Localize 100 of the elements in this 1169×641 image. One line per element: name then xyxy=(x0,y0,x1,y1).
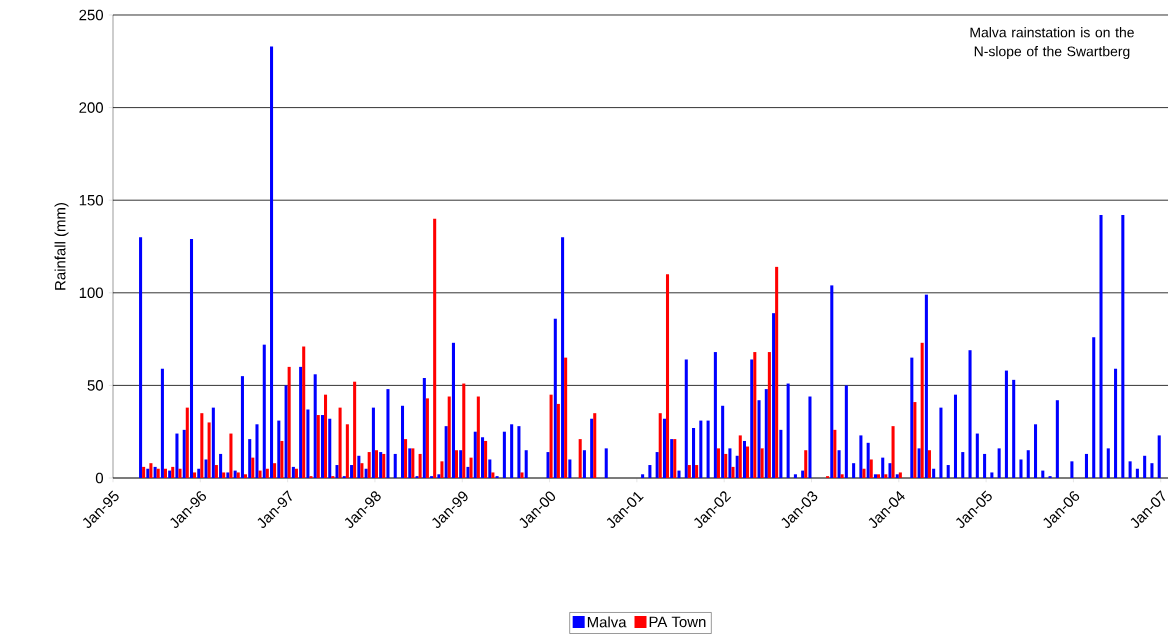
bar xyxy=(590,418,594,478)
bar xyxy=(920,342,924,478)
bar xyxy=(1150,463,1154,478)
bar xyxy=(1055,400,1059,478)
bar xyxy=(175,433,179,478)
bar xyxy=(517,426,521,478)
bar xyxy=(1128,461,1132,478)
bar xyxy=(553,318,557,478)
bar xyxy=(568,459,572,478)
bar xyxy=(753,352,757,478)
bar xyxy=(767,352,771,478)
bar xyxy=(214,465,218,478)
bar xyxy=(280,440,284,478)
bar xyxy=(757,400,761,478)
bar xyxy=(830,285,834,478)
bar xyxy=(873,474,877,478)
bar xyxy=(350,465,354,478)
bar xyxy=(364,468,368,478)
bar xyxy=(953,394,958,478)
bar xyxy=(240,376,244,478)
bar xyxy=(728,448,732,478)
bar xyxy=(262,344,266,478)
bar xyxy=(1121,215,1125,478)
bar xyxy=(876,474,881,478)
y-axis-title: Rainfall (mm) xyxy=(54,203,69,290)
bar xyxy=(243,474,248,478)
bar xyxy=(510,424,514,478)
bar xyxy=(546,452,550,478)
bar xyxy=(476,396,480,478)
bar xyxy=(990,472,994,478)
bar xyxy=(578,439,582,478)
bar xyxy=(1004,370,1008,478)
bar xyxy=(888,463,892,478)
bar xyxy=(447,396,451,478)
bar xyxy=(163,468,167,478)
bar xyxy=(556,403,560,478)
bar xyxy=(142,466,146,478)
bar xyxy=(913,402,917,478)
bar xyxy=(1106,448,1110,478)
bar xyxy=(840,474,844,478)
bar xyxy=(374,450,378,478)
bar xyxy=(975,433,979,478)
legend-label: PA Town xyxy=(649,616,706,628)
bar xyxy=(561,237,565,478)
bar xyxy=(881,457,885,478)
bar xyxy=(1070,461,1074,478)
bar xyxy=(418,453,422,478)
bar xyxy=(491,472,495,478)
bar xyxy=(687,465,691,478)
bar xyxy=(178,468,182,478)
bar xyxy=(171,466,175,478)
bar xyxy=(211,407,215,478)
bar xyxy=(684,359,688,478)
bar xyxy=(462,383,466,478)
bar xyxy=(793,474,797,478)
bar xyxy=(648,465,652,478)
bar xyxy=(1143,455,1147,478)
bar xyxy=(641,474,645,478)
bar xyxy=(367,452,371,478)
y-tick-label: 150 xyxy=(79,194,103,206)
bar xyxy=(927,450,931,478)
bar xyxy=(1026,450,1030,478)
bar xyxy=(229,433,233,478)
bar xyxy=(255,424,259,478)
bar xyxy=(200,413,204,478)
bar xyxy=(459,450,463,478)
bar xyxy=(716,448,720,478)
bar xyxy=(746,446,750,478)
bar xyxy=(760,448,764,478)
bar xyxy=(593,413,597,478)
bar xyxy=(1099,215,1103,478)
bar xyxy=(502,431,506,478)
bar xyxy=(316,415,320,478)
bar xyxy=(277,420,281,478)
bar xyxy=(779,429,783,478)
bar xyxy=(265,468,269,478)
bar xyxy=(764,389,768,478)
bar xyxy=(844,385,848,478)
bar xyxy=(193,472,197,478)
y-tick-label: 200 xyxy=(79,102,103,113)
bar xyxy=(939,407,943,478)
bar xyxy=(287,366,291,478)
bar xyxy=(869,459,873,478)
bar xyxy=(997,448,1001,478)
bar xyxy=(772,313,776,478)
bar xyxy=(270,46,274,478)
bar xyxy=(884,474,888,478)
bar xyxy=(302,346,306,478)
bar xyxy=(189,239,194,478)
bar xyxy=(357,455,361,478)
bar xyxy=(433,218,437,478)
bar xyxy=(564,357,568,478)
bar xyxy=(1092,337,1096,478)
bar xyxy=(207,422,211,478)
bar xyxy=(299,366,303,478)
bar xyxy=(658,413,662,478)
bar xyxy=(946,465,950,478)
bar xyxy=(451,342,455,478)
bar xyxy=(731,466,735,478)
bar xyxy=(604,448,608,478)
